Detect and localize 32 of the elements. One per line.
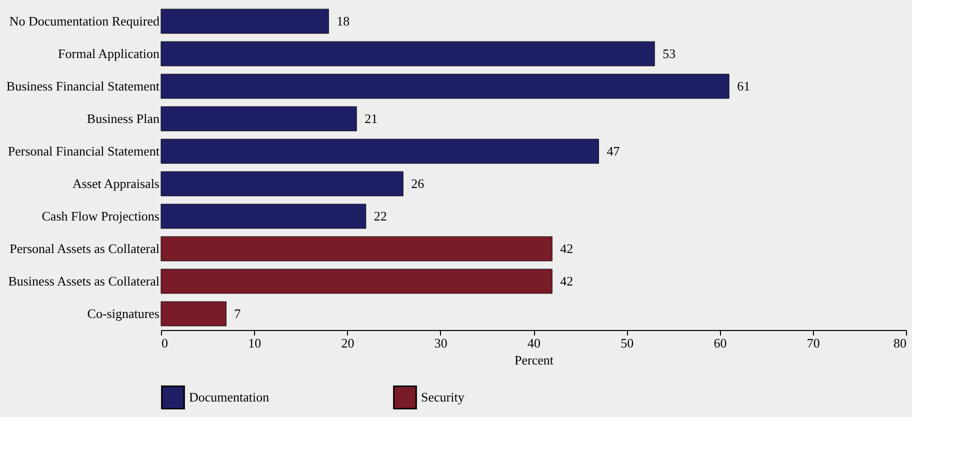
- y-tick-label: Co-signatures: [87, 306, 160, 321]
- y-tick-label: Personal Financial Statement: [8, 143, 160, 158]
- x-tick-label: 40: [528, 336, 540, 350]
- data-label: 42: [560, 273, 574, 288]
- y-tick-label: Formal Application: [58, 46, 160, 61]
- x-tick-label: 30: [434, 336, 448, 350]
- y-tick-label: Cash Flow Projections: [42, 208, 160, 224]
- y-tick-label: Asset Appraisals: [72, 176, 160, 191]
- data-label: 22: [374, 208, 387, 224]
- x-tick-label: 80: [894, 336, 906, 350]
- data-label: 61: [737, 78, 750, 94]
- x-tick-label: 50: [620, 336, 634, 350]
- x-tick-label: 60: [714, 336, 727, 350]
- y-tick-label: Business Plan: [86, 110, 160, 126]
- data-label: 53: [662, 46, 676, 61]
- x-tick-label: 10: [248, 336, 262, 350]
- data-label: 26: [411, 176, 425, 191]
- y-tick-label: No Documentation Required: [9, 13, 160, 28]
- x-axis-title: Percent: [514, 352, 554, 368]
- x-tick-label: 20: [341, 336, 354, 350]
- data-label: 21: [364, 110, 378, 126]
- legend-label: Security: [421, 389, 465, 404]
- x-tick-label: 70: [806, 336, 820, 350]
- legend-label: Documentation: [189, 389, 270, 404]
- data-label: 18: [336, 13, 350, 28]
- data-label: 47: [606, 143, 620, 158]
- data-label: 7: [234, 306, 242, 321]
- y-tick-label: Personal Assets as Collateral: [10, 240, 160, 256]
- x-tick-label: 0: [162, 336, 168, 350]
- y-tick-label: Business Assets as Collateral: [8, 273, 160, 288]
- data-label: 42: [560, 240, 574, 256]
- y-tick-label: Business Financial Statement: [6, 78, 160, 94]
